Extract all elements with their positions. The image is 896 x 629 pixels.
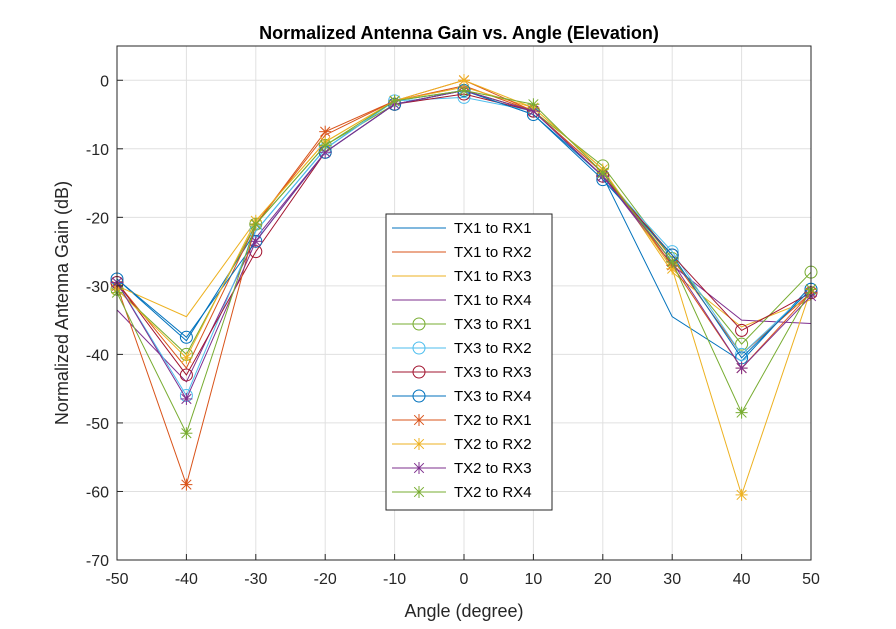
legend-entry: TX2 to RX4: [392, 484, 532, 501]
data-point-asterisk: [666, 255, 679, 268]
x-tick-label: 0: [460, 571, 469, 588]
x-tick-label: -10: [383, 571, 406, 588]
data-point-asterisk: [180, 351, 193, 364]
x-tick-label: -40: [175, 571, 198, 588]
data-point-asterisk: [458, 74, 470, 87]
data-point-asterisk: [413, 462, 425, 474]
x-tick-label: -30: [244, 571, 267, 588]
legend-entry: TX1 to RX2: [392, 244, 532, 261]
data-point-asterisk: [413, 414, 425, 426]
series-line: [116, 96, 812, 397]
data-point-asterisk: [180, 392, 193, 405]
y-tick-label: -30: [86, 279, 109, 296]
series-tx2-to-rx4: [111, 84, 817, 440]
data-point-asterisk: [596, 166, 609, 179]
data-point-asterisk: [527, 98, 540, 111]
x-tick-label: -50: [105, 571, 128, 588]
x-axis-title: Angle (degree): [404, 601, 523, 621]
x-tick-label: 20: [594, 571, 612, 588]
legend-label: TX1 to RX2: [454, 244, 532, 261]
data-point-circle: [412, 389, 426, 403]
data-point-asterisk: [735, 488, 748, 501]
y-tick-label: -10: [86, 142, 109, 159]
data-point-asterisk: [735, 406, 748, 419]
data-point-asterisk: [388, 94, 401, 107]
x-tick-label: 40: [733, 571, 751, 588]
data-point-circle: [412, 365, 426, 379]
legend-entry: TX1 to RX1: [392, 220, 532, 237]
legend-entry: TX1 to RX4: [392, 292, 532, 309]
x-tick-label: 50: [802, 571, 820, 588]
legend-label: TX2 to RX1: [454, 412, 532, 429]
y-tick-label: -20: [86, 210, 109, 227]
data-point-circle: [412, 341, 426, 355]
legend-label: TX1 to RX3: [454, 268, 532, 285]
data-point-asterisk: [249, 235, 262, 248]
chart-title: Normalized Antenna Gain vs. Angle (Eleva…: [259, 23, 659, 43]
data-point-circle: [735, 337, 749, 351]
legend-label: TX3 to RX1: [454, 316, 532, 333]
legend-label: TX3 to RX4: [454, 388, 532, 405]
legend-entry: TX3 to RX2: [392, 340, 532, 357]
legend-entry: TX3 to RX1: [392, 316, 532, 333]
legend-label: TX2 to RX3: [454, 460, 532, 477]
data-point-asterisk: [413, 438, 425, 450]
data-point-circle: [735, 323, 749, 337]
ticks: -50 -40 -30 -20 -10 0 10 20 30 40 50 0 -10 -20 -30 -40 -…: [86, 73, 820, 588]
x-tick-label: 30: [663, 571, 681, 588]
data-point-asterisk: [319, 139, 332, 152]
y-tick-label: -40: [86, 347, 109, 364]
x-tick-label: 10: [525, 571, 543, 588]
data-point-circle: [179, 368, 193, 382]
legend-entry: TX3 to RX4: [392, 388, 532, 405]
legend-label: TX1 to RX1: [454, 220, 532, 237]
x-tick-label: -20: [314, 571, 337, 588]
legend-entry: TX1 to RX3: [392, 268, 532, 285]
legend-label: TX2 to RX4: [454, 484, 532, 501]
legend-label: TX3 to RX3: [454, 364, 532, 381]
data-point-asterisk: [249, 218, 262, 231]
legend-label: TX1 to RX4: [454, 292, 532, 309]
data-point-asterisk: [458, 84, 470, 97]
data-point-asterisk: [735, 362, 748, 375]
data-point-asterisk: [319, 125, 332, 138]
data-point-circle: [179, 330, 193, 344]
data-point-asterisk: [180, 478, 193, 491]
data-point-asterisk: [413, 486, 425, 498]
data-point-circle: [412, 317, 426, 331]
legend: TX1 to RX1 TX1 to RX2 TX1 to RX3 TX1 to RX4…: [385, 213, 553, 511]
y-tick-label: -70: [86, 553, 109, 570]
y-tick-label: 0: [100, 73, 109, 90]
y-axis-title: Normalized Antenna Gain (dB): [52, 181, 72, 425]
legend-entry: TX2 to RX2: [392, 436, 532, 453]
legend-entry: TX2 to RX3: [392, 460, 532, 477]
legend-box: [385, 213, 553, 511]
y-tick-label: -60: [86, 484, 109, 501]
data-point-asterisk: [180, 427, 193, 440]
legend-entry: TX3 to RX3: [392, 364, 532, 381]
y-tick-label: -50: [86, 416, 109, 433]
data-point-circle: [735, 347, 749, 361]
legend-label: TX2 to RX2: [454, 436, 532, 453]
legend-label: TX3 to RX2: [454, 340, 532, 357]
legend-entry: TX2 to RX1: [392, 412, 532, 429]
